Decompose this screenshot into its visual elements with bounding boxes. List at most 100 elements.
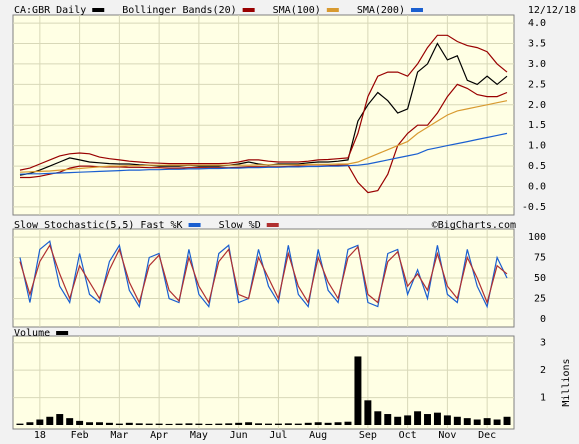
bar [324,422,332,425]
bar [284,423,292,425]
legend-swatch [266,223,279,227]
bar [304,422,312,425]
bar [364,400,372,425]
legend-swatch [92,8,105,12]
bar [424,414,431,425]
bar [433,412,441,425]
bar [235,422,243,425]
bar [414,411,422,425]
y-tick-label: 25 [534,293,546,304]
bar [255,423,263,425]
bar [86,422,94,425]
bar [46,416,54,425]
x-tick-label: Sep [359,430,377,441]
bar [473,419,481,425]
y-axis-label: Millions [561,358,572,406]
legend-label: Fast %K [140,220,182,231]
y-tick-label: 2.0 [528,100,546,111]
y-tick-label: 100 [528,232,546,243]
y-tick-label: 0 [540,314,546,325]
x-tick-label: Aug [309,430,327,441]
bar [56,414,64,425]
y-tick-label: 50 [534,273,546,284]
bar [105,422,113,425]
x-tick-label: Nov [438,430,456,441]
x-tick-label: Dec [478,430,496,441]
bar [274,423,282,425]
panel-title: Slow Stochastic(5,5) [14,220,134,231]
y-tick-label: 0.0 [528,181,546,192]
bar [96,422,103,425]
bar [26,422,34,425]
bar [115,423,123,425]
bar [225,423,233,425]
bar [394,416,402,425]
y-tick-label: 2 [540,365,546,376]
bar [245,422,253,425]
y-tick-label: 0.5 [528,161,546,172]
bar [135,423,143,425]
bar [443,415,451,425]
bar [264,423,272,425]
series-line [19,243,508,305]
x-tick-label: Oct [399,430,417,441]
legend-swatch [410,8,423,12]
x-tick-label: Apr [150,430,168,441]
bar [185,423,193,425]
y-tick-label: 3.5 [528,39,546,50]
legend-label: CA:GBR Daily [14,5,86,16]
credit: ©BigCharts.com [432,220,516,231]
bar [404,415,412,425]
series-line [19,100,508,173]
legend-swatch [188,223,201,227]
legend-label: SMA(200) [357,5,405,16]
bar [294,423,302,425]
bar [76,420,84,425]
y-tick-label: 1.5 [528,120,546,131]
y-tick-label: 3.0 [528,59,546,70]
y-tick-label: 1 [540,393,546,404]
bar [125,422,133,425]
bar [175,423,183,425]
legend-label: Volume [14,328,50,339]
legend-swatch [326,8,339,12]
bar [66,418,74,425]
x-tick-label: Jul [269,430,287,441]
plot-area [12,14,515,216]
bar [354,356,362,425]
bar [503,416,511,425]
bar [463,418,471,425]
bar [493,419,501,425]
bar [16,423,24,425]
x-tick-label: 18 [34,430,46,441]
legend-swatch [242,8,255,12]
bar [384,414,392,425]
band-upper [19,34,508,171]
bar [344,421,352,425]
plot-area [12,335,515,430]
y-tick-label: 4.0 [528,18,546,29]
bar [145,423,153,425]
y-tick-label: 1.0 [528,141,546,152]
y-tick-label: 2.5 [528,79,546,90]
y-tick-label: 75 [534,253,546,264]
x-tick-label: May [190,430,208,441]
y-tick-label: -0.5 [522,202,546,213]
legend-label: Bollinger Bands(20) [122,5,236,16]
x-tick-label: Feb [71,430,89,441]
x-tick-label: Mar [110,430,128,441]
date: 12/12/18 [528,5,576,16]
y-tick-label: 3 [540,338,546,349]
bar [205,423,213,425]
bar [195,423,203,425]
bar [36,419,44,425]
series-line [19,132,508,175]
bar [155,423,163,425]
legend-swatch [56,331,69,335]
legend-label: Slow %D [219,220,261,231]
bar [165,423,173,425]
bar [453,416,461,425]
bar [314,422,322,425]
bar [374,411,382,425]
